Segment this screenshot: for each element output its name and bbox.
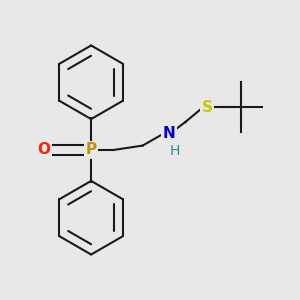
Text: H: H [170, 145, 180, 158]
Text: N: N [163, 126, 175, 141]
Text: P: P [85, 142, 97, 158]
Text: O: O [38, 142, 50, 158]
Text: S: S [202, 100, 213, 115]
